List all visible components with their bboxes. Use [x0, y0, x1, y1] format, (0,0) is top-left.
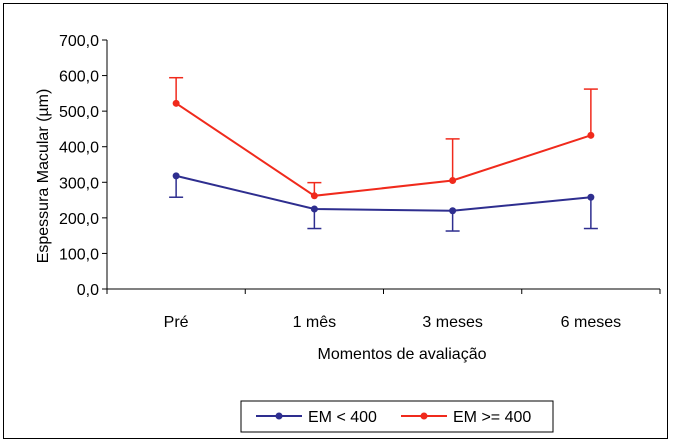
chart-axes: [106, 40, 660, 290]
y-tick-label: 600,0: [59, 69, 99, 86]
x-tick-label: 6 meses: [561, 314, 621, 331]
y-tick-label: 400,0: [59, 140, 99, 157]
y-tick-label: 700,0: [59, 33, 99, 50]
data-point: [449, 177, 457, 185]
y-tick-label: 500,0: [59, 104, 99, 121]
legend-marker: [275, 412, 283, 420]
y-axis-ticks: 0,0 100,0 200,0 300,0 400,0 500,0 600,0 700,0: [59, 33, 107, 299]
data-point: [449, 207, 457, 215]
legend: EM < 400 EM >= 400: [240, 400, 554, 433]
data-point: [310, 205, 318, 213]
plot-area: [169, 76, 598, 232]
legend-marker: [420, 412, 428, 420]
series-line: [175, 102, 592, 197]
data-point: [310, 192, 318, 200]
legend-label: EM < 400: [308, 409, 377, 426]
y-axis-title: Espessura Macular (µm): [35, 89, 52, 264]
series-line: [175, 174, 591, 212]
chart-frame: 0,0 100,0 200,0 300,0 400,0 500,0 600,0 700,0 P…: [3, 3, 668, 439]
data-point: [587, 193, 595, 201]
data-point: [587, 131, 595, 139]
series-1: [169, 172, 598, 232]
line-chart: 0,0 100,0 200,0 300,0 400,0 500,0 600,0 700,0 P…: [35, 33, 661, 433]
x-tick-label: 3 meses: [422, 314, 482, 331]
x-tick-label: 1 mês: [293, 314, 337, 331]
x-tick-label: Pré: [164, 314, 189, 331]
x-axis-title: Momentos de avaliação: [318, 346, 487, 363]
y-tick-label: 200,0: [59, 211, 99, 228]
x-axis-ticks: Pré 1 mês 3 meses 6 meses: [106, 289, 661, 331]
legend-label: EM >= 400: [453, 409, 531, 426]
y-tick-label: 0,0: [77, 282, 99, 299]
series-2: [169, 76, 598, 200]
data-point: [172, 172, 180, 180]
y-tick-label: 300,0: [59, 175, 99, 192]
data-point: [172, 99, 180, 107]
y-tick-label: 100,0: [59, 246, 99, 263]
